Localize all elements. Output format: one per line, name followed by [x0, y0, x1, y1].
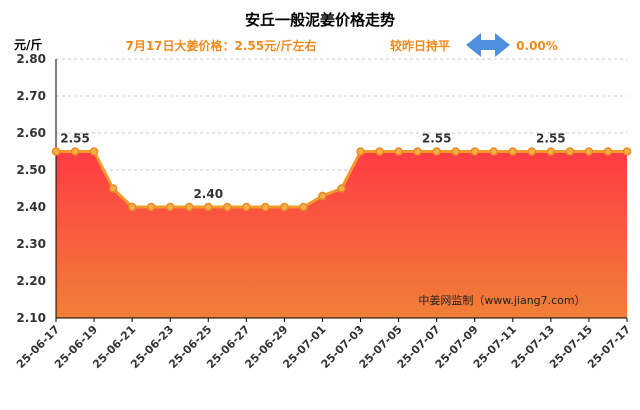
y-tick-label: 2.70: [16, 89, 46, 103]
y-tick-label: 2.50: [16, 163, 46, 177]
data-point: [299, 202, 308, 212]
data-labels: 2.55 2.40 2.55 2.55: [60, 132, 565, 202]
flat-arrow-icon: [466, 33, 510, 57]
data-point: [546, 147, 556, 156]
data-point: [204, 202, 213, 212]
data-point: [280, 202, 289, 212]
y-tick-label: 2.30: [16, 237, 46, 251]
y-tick-label: 2.80: [16, 52, 46, 66]
data-point: [451, 147, 460, 156]
data-point: [261, 202, 270, 212]
axes: [55, 59, 628, 322]
data-point: [223, 202, 232, 212]
data-point: [527, 147, 537, 156]
data-point: [508, 147, 518, 156]
data-point: [584, 147, 594, 156]
data-point: [70, 147, 80, 156]
x-tick-labels: 25-06-1725-06-1925-06-2125-06-2325-06-25…: [14, 323, 633, 371]
y-tick-label: 2.60: [16, 126, 46, 140]
y-axis-unit: 元/斤: [14, 37, 42, 52]
data-point: [432, 147, 441, 156]
data-point: [184, 202, 194, 212]
data-points: [51, 147, 632, 212]
data-point: [146, 202, 156, 212]
price-summary: 7月17日大姜价格：2.55元/斤左右: [125, 38, 316, 53]
data-point: [165, 202, 175, 212]
data-point: [89, 147, 99, 156]
data-point: [318, 191, 327, 201]
y-tick-label: 2.40: [16, 200, 46, 214]
data-label: 2.40: [193, 187, 223, 201]
area-fill: [56, 151, 627, 318]
change-status: 较昨日持平: [390, 38, 450, 53]
data-label: 2.55: [536, 132, 566, 146]
data-point: [356, 147, 365, 156]
data-point: [394, 147, 403, 156]
y-tick-label: 2.20: [16, 274, 46, 288]
data-point: [375, 147, 384, 156]
watermark: 中姜网监制（www.jiang7.com）: [418, 293, 585, 307]
change-percent: 0.00%: [516, 39, 558, 53]
data-point: [242, 202, 251, 212]
data-point: [127, 202, 137, 212]
y-tick-label: 2.10: [16, 311, 46, 325]
y-tick-labels: 2.10 2.20 2.30 2.40 2.50 2.60 2.70 2.80: [16, 52, 46, 325]
data-point: [413, 147, 422, 156]
chart-title: 安丘一般泥姜价格走势: [245, 11, 395, 29]
data-point: [603, 147, 613, 156]
data-label: 2.55: [422, 132, 452, 146]
data-point: [51, 147, 61, 156]
data-point: [337, 184, 346, 193]
data-point: [489, 147, 499, 156]
data-point: [622, 147, 632, 156]
data-point: [108, 184, 118, 193]
data-label: 2.55: [60, 132, 90, 146]
data-point: [470, 147, 479, 156]
data-point: [565, 147, 575, 156]
